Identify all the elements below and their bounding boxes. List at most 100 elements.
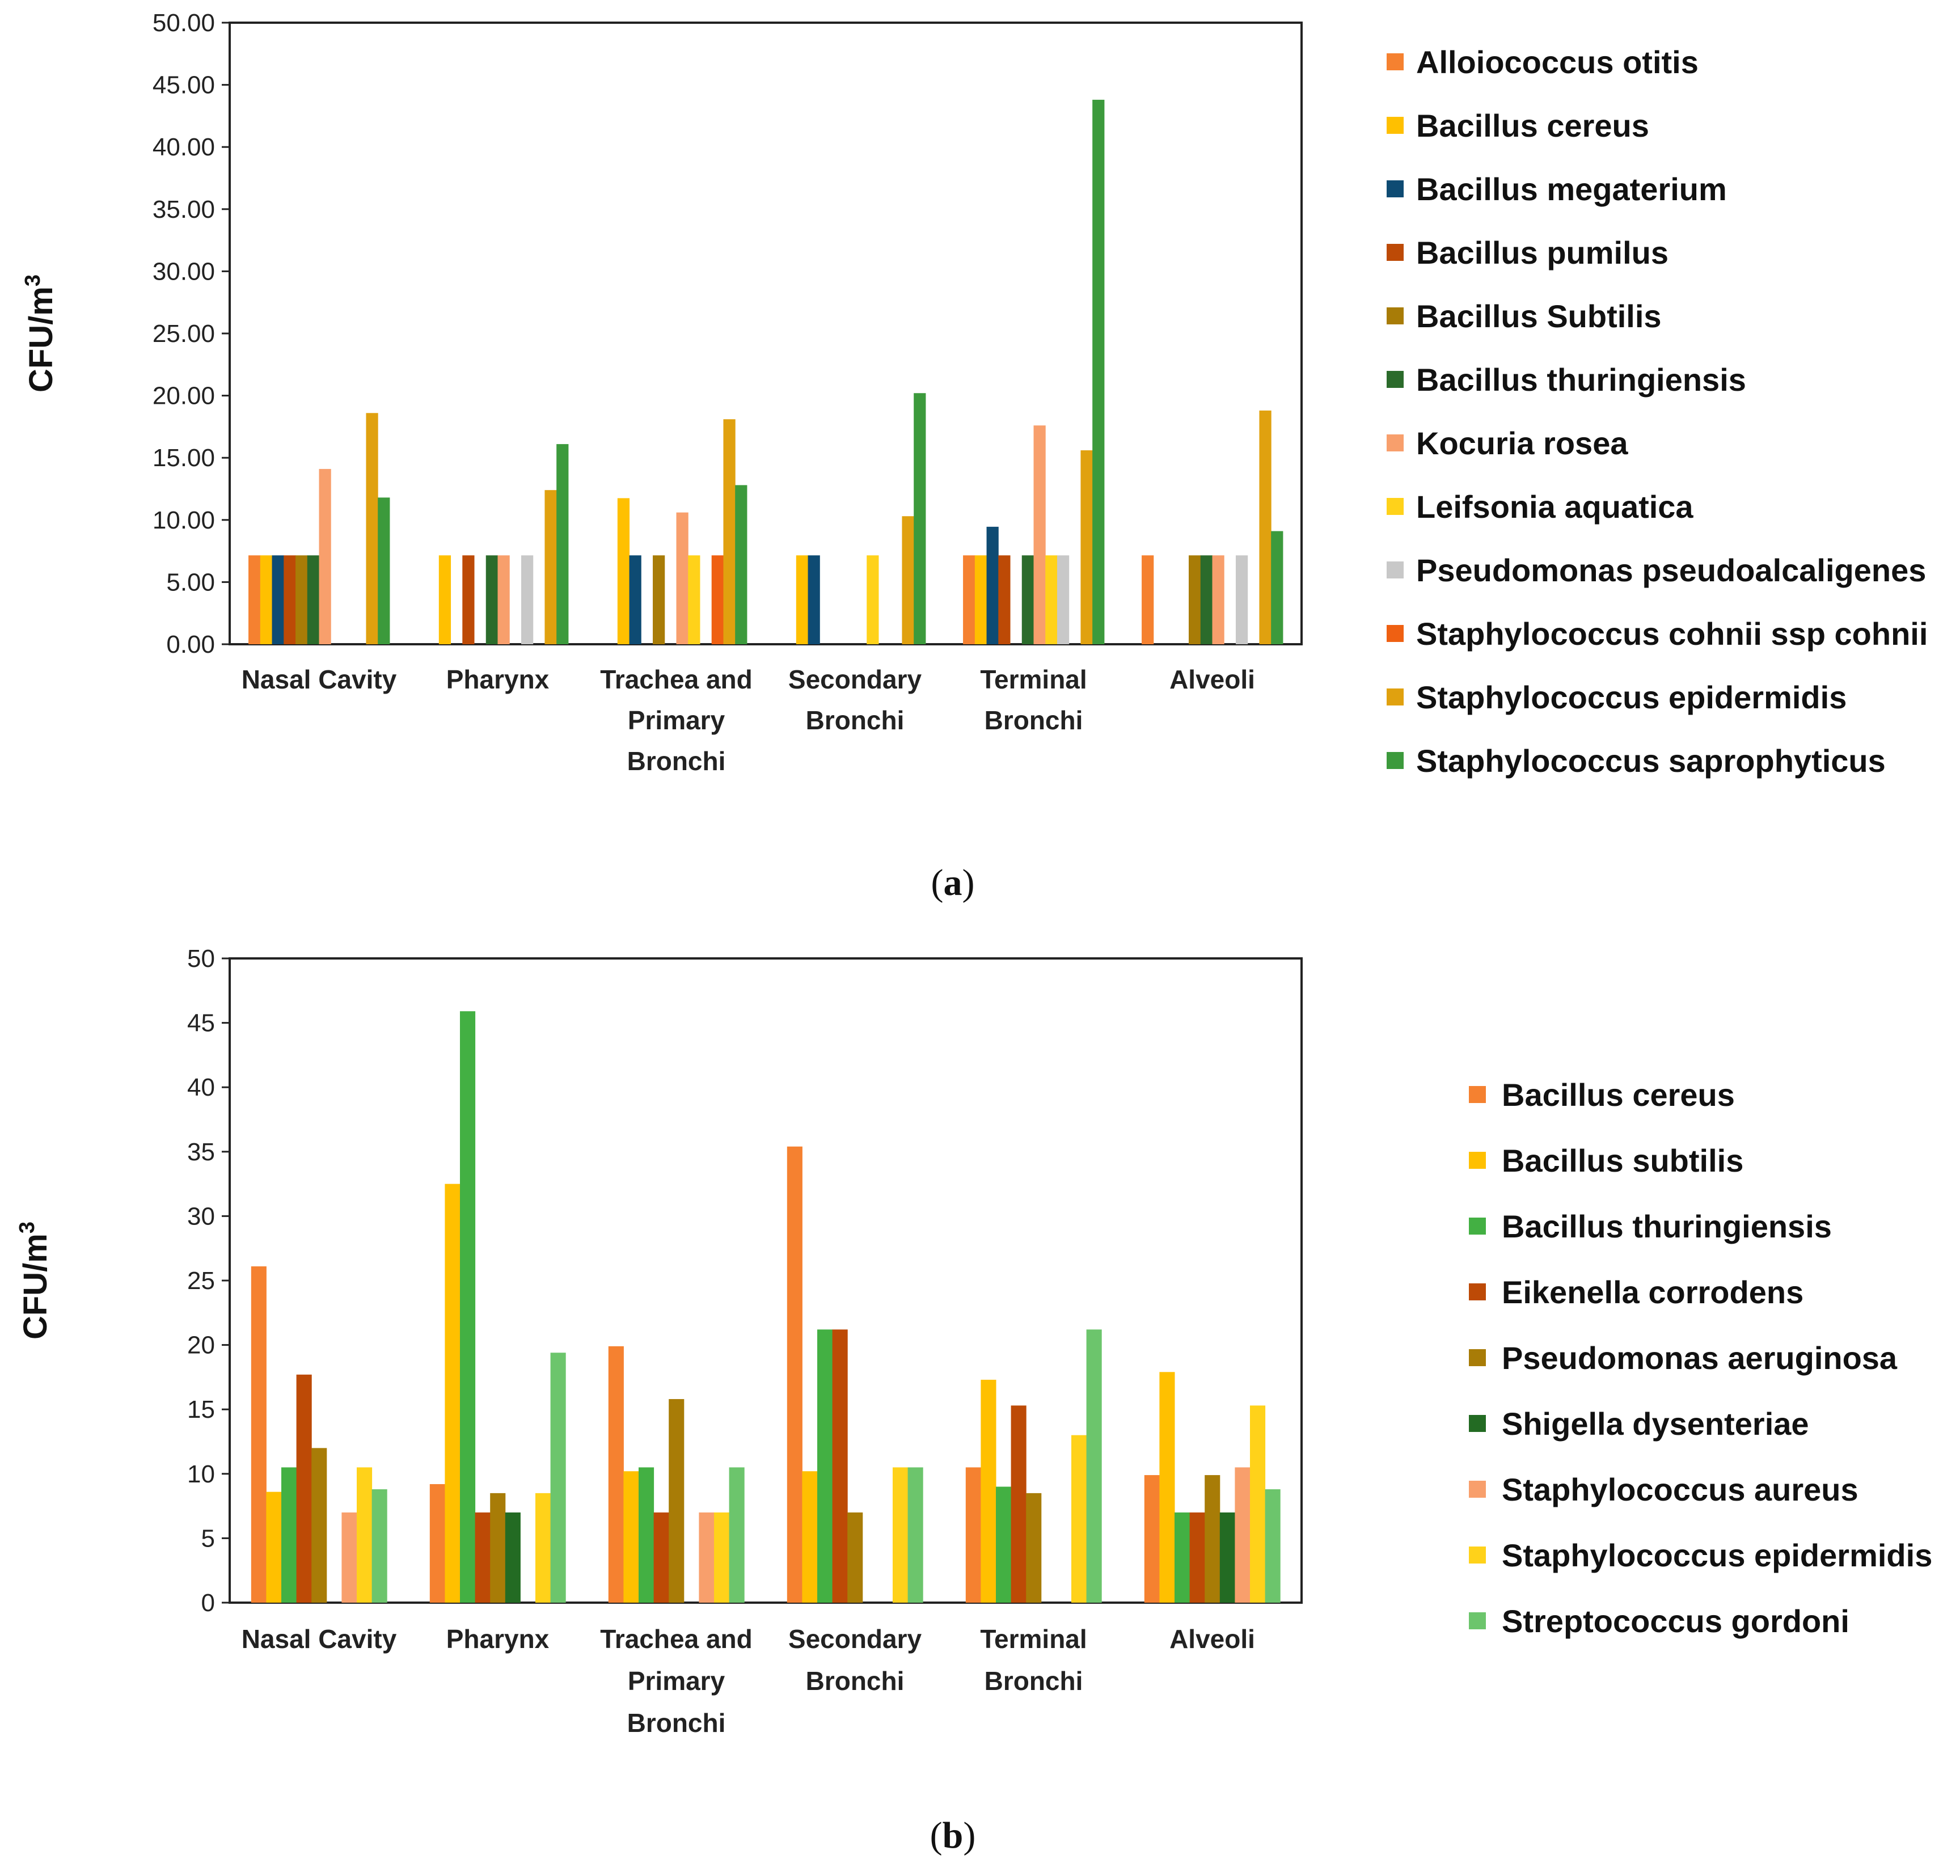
chart-b-bar [475, 1512, 491, 1603]
chart-b-legend-label: Bacillus thuringiensis [1502, 1209, 1832, 1244]
chart-b-legend-swatch [1469, 1218, 1486, 1235]
chart-b-y-tick-label: 20 [187, 1332, 215, 1359]
chart-a-bar [1142, 555, 1154, 644]
chart-b-y-tick-label: 30 [187, 1202, 215, 1230]
chart-a-legend-label: Kocuria rosea [1416, 425, 1628, 461]
chart-a-legend-swatch [1387, 117, 1404, 134]
chart-b-category-label: Terminal [980, 1624, 1087, 1654]
chart-a-legend-swatch [1387, 752, 1404, 769]
chart-a-bar [307, 555, 319, 644]
chart-b-category-label: Secondary [788, 1624, 922, 1654]
chart-a-category-label: Bronchi [985, 705, 1083, 735]
chart-a-bar [272, 555, 284, 644]
chart-b-y-tick-label: 45 [187, 1009, 215, 1037]
chart-b-bar [847, 1512, 863, 1603]
chart-a-bar [867, 555, 879, 644]
chart-a-legend-swatch [1387, 180, 1404, 197]
chart-b-bar [714, 1512, 730, 1603]
chart-b-bar [802, 1471, 818, 1603]
chart-b-legend-swatch [1469, 1415, 1486, 1432]
chart-a-bar [378, 497, 390, 644]
chart-b-y-tick-label: 15 [187, 1396, 215, 1423]
chart-a-bar [438, 555, 451, 644]
chart-a-plot-frame [229, 22, 1303, 645]
chart-a-y-tick-label: 50.00 [153, 9, 215, 37]
chart-b-legend-label: Eikenella corrodens [1502, 1274, 1803, 1310]
chart-b-bar [311, 1448, 327, 1603]
chart-a-legend-label: Bacillus Subtilis [1416, 298, 1662, 334]
chart-b-bar [832, 1329, 848, 1603]
chart-a-bar [711, 555, 724, 644]
chart-b-bar [893, 1467, 909, 1603]
chart-b-bar [296, 1374, 312, 1603]
chart-a-legend-swatch [1387, 53, 1404, 70]
chart-a-bar [1045, 555, 1058, 644]
chart-a-y-tick-label: 0.00 [166, 631, 215, 658]
chart-a-bar [902, 516, 914, 644]
chart-a-y-tick-label: 35.00 [153, 196, 215, 223]
chart-b-bar [1011, 1405, 1027, 1603]
chart-b-bar [505, 1512, 521, 1603]
chart-b-y-tick-label: 0 [201, 1589, 215, 1617]
chart-b-bar [787, 1146, 802, 1603]
chart-a-bar [248, 555, 261, 644]
chart-b-legend-label: Shigella dysenteriae [1502, 1406, 1809, 1442]
chart-b-category-label: Alveoli [1169, 1624, 1255, 1654]
chart-b-bar [1175, 1512, 1190, 1603]
chart-a-legend-swatch [1387, 625, 1404, 642]
chart-a-bar [366, 413, 378, 644]
chart-b-bar [445, 1184, 461, 1603]
chart-b-bar [623, 1471, 639, 1603]
chart-b-legend-swatch [1469, 1547, 1486, 1564]
chart-b-category-label: Bronchi [806, 1666, 905, 1696]
chart-a-legend-label: Bacillus thuringiensis [1416, 362, 1746, 398]
chart-a-legend-swatch [1387, 371, 1404, 388]
chart-a-category-label: Terminal [980, 665, 1087, 694]
chart-a-bar [556, 444, 569, 644]
chart-a-y-tick-label: 30.00 [153, 257, 215, 285]
chart-b-bar [1159, 1372, 1175, 1603]
chart-b-bar [907, 1467, 923, 1603]
chart-b-legend-swatch [1469, 1152, 1486, 1169]
chart-a-bar [653, 555, 665, 644]
chart-b-bar [371, 1489, 387, 1603]
chart-b-plot-frame [229, 957, 1303, 1604]
chart-b-bar [996, 1486, 1012, 1603]
chart-b-bar [669, 1399, 685, 1603]
chart-b-bar [1265, 1489, 1281, 1603]
chart-b-bar [429, 1484, 445, 1603]
chart-b-legend-label: Bacillus subtilis [1502, 1143, 1743, 1178]
chart-a-bar [485, 555, 498, 644]
chart-b-category-label: Bronchi [627, 1708, 726, 1738]
chart-b-bar [1071, 1435, 1087, 1603]
chart-a-legend-label: Pseudomonas pseudoalcaligenes [1416, 552, 1926, 588]
chart-b-legend-swatch [1469, 1283, 1486, 1300]
chart-a-caption: (a) [931, 862, 975, 903]
chart-b-legend-label: Bacillus cereus [1502, 1077, 1735, 1113]
chart-b-bar [817, 1329, 833, 1603]
chart-b-bar [639, 1467, 654, 1603]
chart-a-legend-swatch [1387, 307, 1404, 324]
chart-a-bar [544, 490, 557, 644]
chart-b-category-label: Pharynx [446, 1624, 550, 1654]
chart-b-legend-label: Staphylococcus epidermidis [1502, 1537, 1932, 1573]
chart-a-bar [1200, 555, 1213, 644]
chart-b-y-tick-label: 50 [187, 945, 215, 973]
chart-b-y-tick-label: 25 [187, 1267, 215, 1295]
chart-a-bar [688, 555, 700, 644]
chart-b-bar [1144, 1475, 1160, 1603]
chart-b-bar [608, 1346, 624, 1603]
chart-a-bar [808, 555, 820, 644]
chart-b-bar [1189, 1512, 1205, 1603]
chart-a-bar [521, 555, 534, 644]
chart-b-legend-swatch [1469, 1086, 1486, 1103]
chart-a-bar [1057, 555, 1070, 644]
chart-b-legend-swatch [1469, 1612, 1486, 1629]
chart-b-bar [1205, 1475, 1220, 1603]
chart-a-bar [462, 555, 475, 644]
chart-a-bar [1212, 555, 1224, 644]
chart-a-bar [617, 498, 630, 644]
chart-b-y-axis-label: CFU/m3 [15, 1222, 54, 1340]
chart-a-bar [319, 468, 331, 644]
